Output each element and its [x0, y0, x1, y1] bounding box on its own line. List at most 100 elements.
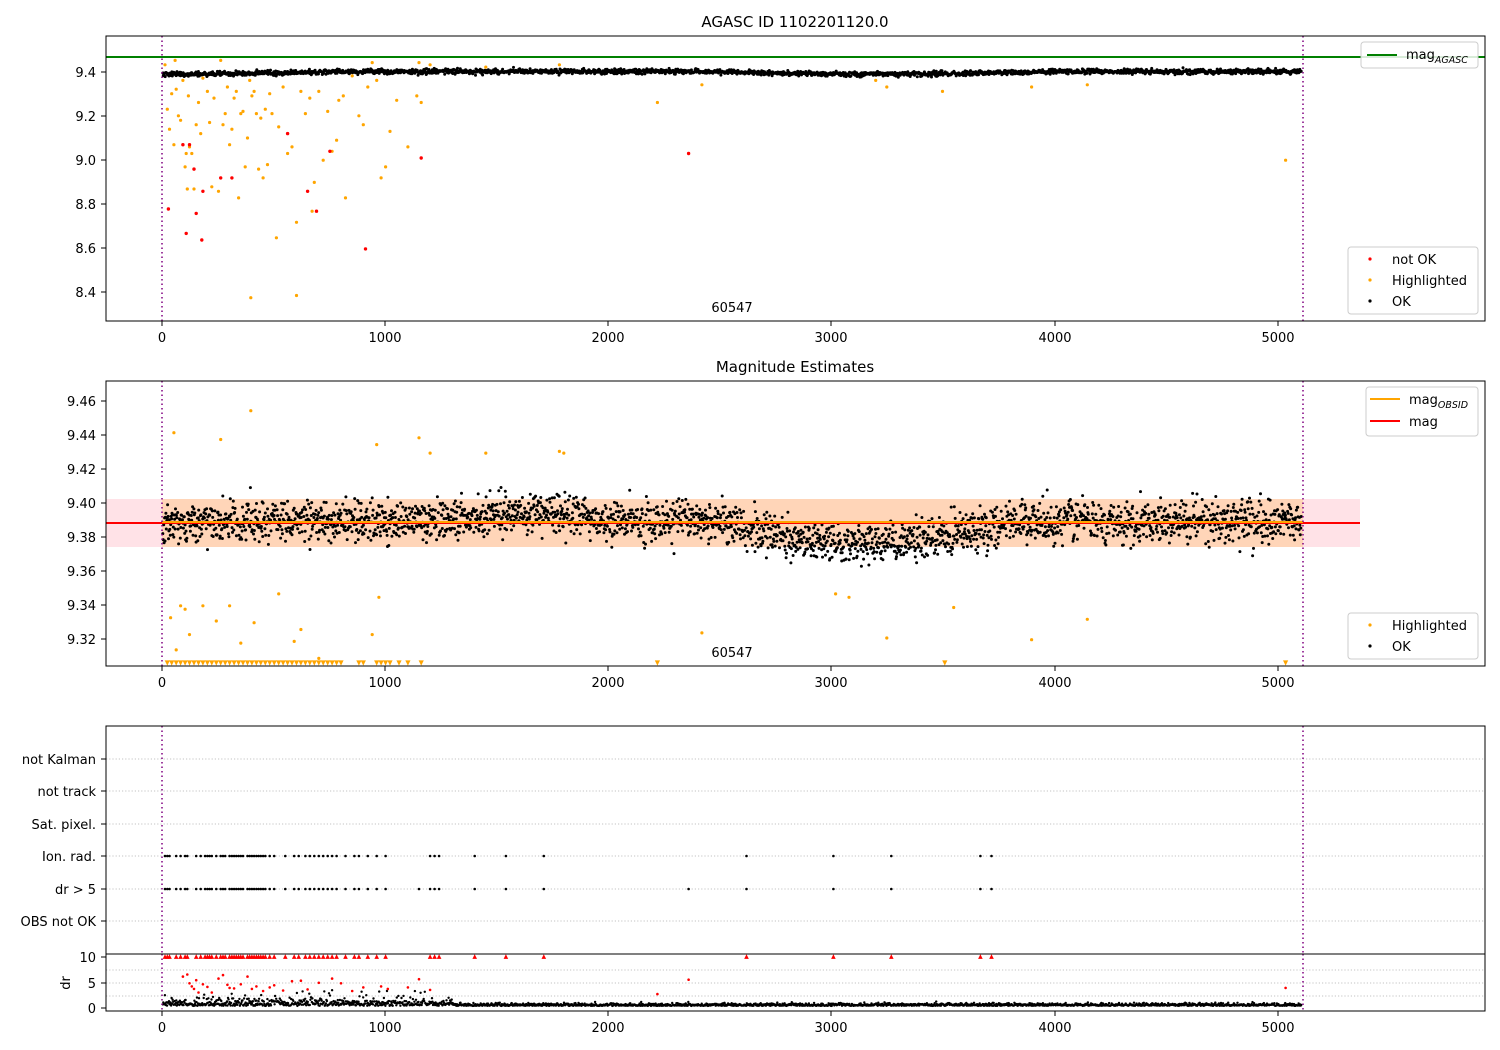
ok-point [408, 512, 412, 516]
highlighted-point [174, 87, 178, 91]
ok-point [571, 502, 575, 506]
ok-point [540, 536, 544, 540]
ok-point [612, 512, 615, 516]
ok-point [168, 527, 172, 531]
ok-point [1174, 511, 1178, 515]
ok-point [688, 507, 692, 511]
ok-point [227, 532, 230, 536]
ok-point [262, 515, 266, 519]
ok-point [1079, 514, 1083, 518]
ok-point [827, 535, 831, 539]
ok-point [624, 518, 628, 521]
ok-point [440, 527, 444, 530]
ok-point [491, 502, 495, 506]
ok-point [877, 536, 881, 540]
ok-point [743, 534, 747, 538]
ok-point [227, 535, 231, 539]
ok-point [170, 517, 174, 521]
highlighted-point [370, 61, 374, 65]
ok-point [716, 512, 720, 516]
ok-point [1011, 524, 1015, 528]
ok-point [404, 506, 408, 510]
ok-point [1041, 494, 1045, 498]
ok-point [1161, 514, 1165, 518]
ok-point [515, 513, 519, 517]
ok-point [248, 525, 252, 529]
ok-point [874, 527, 877, 531]
ok-point [1156, 530, 1159, 534]
ok-point [439, 529, 442, 533]
highlighted-point [270, 112, 274, 116]
ok-point [1025, 543, 1029, 547]
ok-point [478, 515, 482, 519]
ok-point [396, 504, 400, 508]
ok-point [533, 513, 537, 517]
ok-point [1257, 67, 1260, 71]
ok-point [697, 528, 700, 532]
ok-point [1122, 531, 1126, 535]
ok-point [857, 530, 861, 534]
x-tick-label: 5000 [1261, 331, 1294, 346]
ok-point [520, 496, 524, 499]
ok-point [857, 524, 861, 527]
ok-point [1231, 506, 1235, 509]
ok-point [909, 541, 913, 545]
ok-point [677, 512, 681, 516]
ok-point [235, 517, 239, 521]
ok-point [1052, 544, 1056, 548]
ok-point [174, 513, 178, 517]
ok-point [556, 512, 560, 516]
ok-point [787, 541, 791, 545]
ok-point [1156, 518, 1160, 522]
ok-point [631, 525, 635, 529]
ok-point [915, 535, 919, 539]
ok-point [692, 515, 696, 519]
ok-point [198, 535, 202, 538]
ok-point [291, 525, 295, 529]
panel-estimates-title: Magnitude Estimates [716, 358, 874, 376]
ok-point [1172, 531, 1176, 535]
ok-point [880, 549, 884, 553]
ok-point [345, 512, 349, 516]
ok-point [1109, 518, 1113, 522]
ok-point [323, 532, 327, 536]
ok-point [750, 530, 753, 534]
ok-point [166, 514, 170, 518]
ok-point [715, 516, 719, 520]
ok-point [953, 537, 957, 541]
ok-point [881, 558, 885, 562]
ok-point [1036, 509, 1040, 512]
ok-point [498, 527, 502, 531]
ok-point [700, 511, 704, 515]
ok-point [1184, 525, 1188, 529]
ok-point [688, 530, 692, 534]
ok-point [683, 510, 686, 514]
ok-point [847, 558, 851, 562]
ok-point [539, 496, 543, 499]
ok-point [304, 508, 308, 511]
highlighted-point [379, 176, 383, 180]
ok-point [503, 511, 506, 515]
ok-point [1114, 528, 1117, 532]
ok-point [283, 502, 287, 506]
ok-point [1143, 505, 1147, 509]
ok-point [950, 553, 954, 557]
ok-point [734, 505, 738, 509]
ok-point [696, 524, 700, 528]
ok-point [501, 538, 505, 542]
ok-point [1119, 510, 1123, 514]
ok-point [240, 537, 244, 541]
highlighted-point [254, 112, 258, 116]
ok-point [947, 542, 951, 546]
ok-point [633, 523, 637, 527]
ok-point [166, 503, 170, 507]
ok-point [368, 501, 372, 505]
ok-point [671, 501, 675, 505]
ok-point [245, 510, 248, 514]
ok-point [233, 506, 237, 510]
ok-point [292, 506, 296, 510]
ok-point [1202, 514, 1206, 518]
ok-point [220, 537, 224, 540]
ok-point [949, 505, 953, 509]
ok-point [603, 523, 607, 527]
